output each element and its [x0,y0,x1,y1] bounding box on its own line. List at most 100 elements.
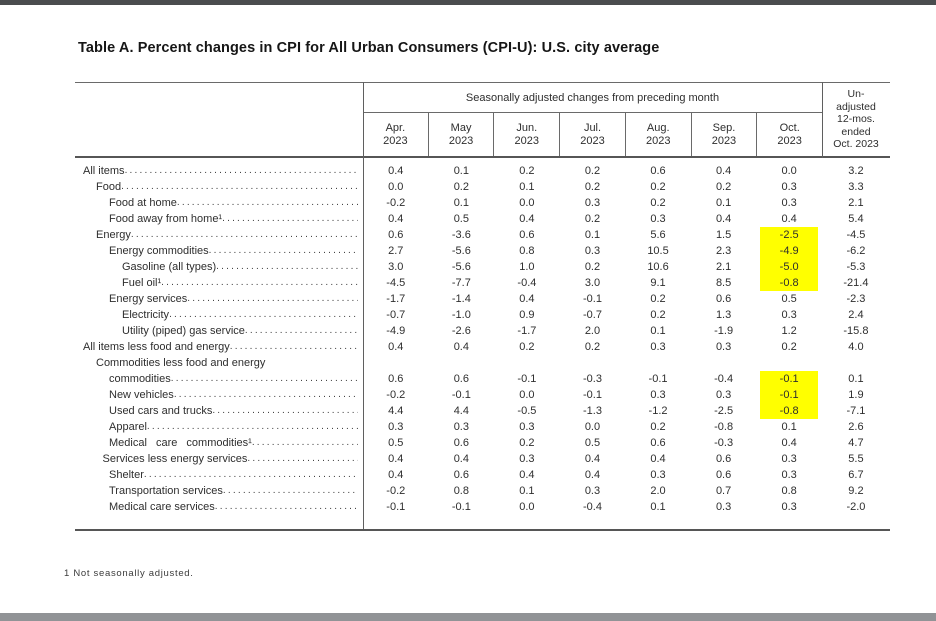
value: 0.1 [453,165,469,177]
value: 5.6 [650,229,666,241]
value: 0.3 [715,341,732,353]
value: 0.2 [650,181,666,193]
row-label: Medical care commodities¹ [109,437,252,449]
value-cell: 0.1 [494,179,560,195]
value-cell: -0.8 [756,403,822,419]
value-cell: 0.3 [429,419,495,435]
value: 0.1 [519,181,535,193]
value-cell: -0.1 [756,371,822,387]
value-cell: 0.5 [756,291,822,307]
value: -0.3 [714,437,734,449]
value: 10.6 [647,261,669,273]
table-row: New vehicles............................… [75,387,890,403]
value-cell: 0.2 [625,419,691,435]
value: 0.1 [584,229,601,241]
table-row: Transportation services.................… [75,483,890,499]
value: -1.7 [386,293,406,305]
value: -0.1 [386,501,406,513]
row-label: Transportation services [109,485,223,497]
value: 0.3 [453,421,469,433]
row-label-cell: Shelter.................................… [75,467,363,483]
value-cell: 0.3 [363,419,429,435]
table-row: Utility (piped) gas service.............… [75,323,890,339]
value: -0.4 [517,277,537,289]
value-cell: 0.4 [691,163,757,179]
value-cell: 2.0 [625,483,691,499]
value: 0.3 [781,453,797,465]
row-label-cell: Apparel.................................… [75,419,363,435]
unadjusted-value: 6.7 [848,469,864,481]
dot-leader: ........................................… [212,405,358,416]
value-cell: 0.2 [625,307,691,323]
value: 0.3 [519,421,535,433]
value-cell: 0.6 [429,435,495,451]
value-cell: 9.1 [625,275,691,291]
value: 0.2 [584,261,601,273]
value-cell: -0.8 [691,419,757,435]
value: -0.1 [451,501,471,513]
value-cell: 0.7 [691,483,757,499]
value-cell: -0.1 [429,387,495,403]
dot-leader: ........................................… [222,213,358,224]
value: -0.1 [451,389,471,401]
value-cell: 0.0 [756,163,822,179]
value-cell: 2.3 [691,243,757,259]
value: 0.5 [584,437,601,449]
value: 0.4 [715,165,732,177]
value: -1.9 [714,325,734,337]
dot-leader: ........................................… [222,485,358,496]
value-cell: 0.6 [691,451,757,467]
value-cell: 0.2 [560,163,626,179]
value-cell: -0.2 [363,195,429,211]
row-label-cell: Medical care commodities¹...............… [75,435,363,451]
table-row: Used cars and trucks....................… [75,403,890,419]
unadjusted-value-cell: 1.9 [822,387,890,403]
row-label: Energy [96,229,131,241]
unadjusted-value: 9.2 [848,485,864,497]
value: 0.8 [453,485,469,497]
value-cell: 0.1 [429,195,495,211]
value: -5.6 [451,245,471,257]
stub-header-cell [75,83,363,156]
unadjusted-value: -7.1 [846,405,866,417]
value-cell: -5.6 [429,259,495,275]
value: 0.2 [584,165,601,177]
unadjusted-value-cell: -6.2 [822,243,890,259]
value-cell: 0.4 [691,211,757,227]
unadjusted-value-cell: -2.0 [822,499,890,515]
unadjusted-value: -21.4 [843,277,869,289]
value: 0.2 [519,437,535,449]
row-label: Food [96,181,122,193]
value-cell: 0.4 [429,339,495,355]
value: -0.7 [582,309,602,321]
value-cell: 0.0 [560,419,626,435]
value-cell: 0.2 [494,339,560,355]
value: 0.5 [453,213,469,225]
value-cell: 0.3 [560,195,626,211]
dot-leader: ........................................… [169,309,358,320]
value-cell: -0.8 [756,275,822,291]
value-cell: 0.4 [429,451,495,467]
value-cell: 3.0 [363,259,429,275]
value: -3.6 [451,229,471,241]
value-cell: -0.4 [691,371,757,387]
value-cell: -4.9 [363,323,429,339]
unadjusted-value-cell: -7.1 [822,403,890,419]
value: 1.3 [715,309,732,321]
value-cell: -1.9 [691,323,757,339]
value-cell: 0.1 [560,227,626,243]
table-row: Medical care services...................… [75,499,890,515]
unadjusted-value-cell: -4.5 [822,227,890,243]
value-cell: -0.4 [560,499,626,515]
row-label: Utility (piped) gas service [122,325,245,337]
value-cell: -0.1 [560,387,626,403]
value: -0.5 [517,405,537,417]
row-label-cell: Fuel oil¹...............................… [75,275,363,291]
value: 0.4 [388,469,404,481]
unadjusted-value: 2.1 [848,197,864,209]
value: 0.4 [781,213,797,225]
row-label: Energy commodities [109,245,209,257]
value: 0.2 [650,309,666,321]
value-cell: -4.9 [756,243,822,259]
value: -0.1 [648,373,668,385]
